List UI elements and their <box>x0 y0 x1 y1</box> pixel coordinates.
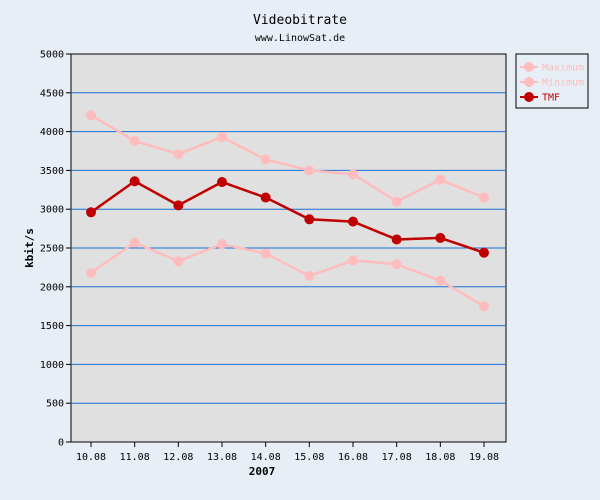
data-point <box>348 216 358 227</box>
legend-marker <box>524 62 534 72</box>
legend-item: Maximum <box>520 62 584 74</box>
y-axis-label: kbit/s <box>23 228 36 268</box>
data-point <box>173 149 184 160</box>
series-line <box>90 179 485 254</box>
data-point <box>260 154 271 165</box>
legend-marker <box>524 77 534 87</box>
x-tick-label: 10.08 <box>76 452 106 463</box>
y-tick-label: 1500 <box>40 321 64 332</box>
x-axis-label: 2007 <box>249 465 276 478</box>
y-tick-label: 2500 <box>40 244 64 255</box>
data-point <box>479 192 489 203</box>
series-minimum <box>86 237 489 312</box>
data-point <box>217 239 227 250</box>
legend: Maximum Minimum TMF <box>520 62 584 104</box>
data-point <box>129 135 140 146</box>
series-maximum <box>86 110 489 207</box>
x-tick-label: 18.08 <box>425 452 455 463</box>
series-line <box>90 241 485 308</box>
legend-label: Minimum <box>542 78 584 89</box>
data-point <box>391 234 402 245</box>
data-point <box>304 214 315 225</box>
y-tick-label: 3000 <box>40 205 64 216</box>
data-point <box>173 200 184 211</box>
x-tick-label: 17.08 <box>382 452 412 463</box>
data-point <box>173 256 184 267</box>
x-tick-label: 16.08 <box>338 452 368 463</box>
y-tick-label: 4000 <box>40 127 64 138</box>
data-point <box>86 110 96 121</box>
data-point <box>435 232 446 243</box>
legend-item: Minimum <box>520 77 584 89</box>
data-point <box>304 165 315 176</box>
legend-label: TMF <box>542 93 560 104</box>
data-point <box>129 237 140 248</box>
series-lines <box>86 110 489 312</box>
y-tick-label: 0 <box>58 438 64 449</box>
data-point <box>304 270 315 281</box>
data-point <box>217 177 227 188</box>
data-point <box>391 196 402 207</box>
data-point <box>86 267 96 278</box>
data-point <box>348 255 358 266</box>
legend-label: Maximum <box>542 63 584 74</box>
data-point <box>129 176 140 187</box>
y-tick-label: 1000 <box>40 360 64 371</box>
data-point <box>86 207 96 218</box>
x-tick-label: 11.08 <box>120 452 150 463</box>
y-tick-label: 4500 <box>40 88 64 99</box>
data-point <box>479 247 489 258</box>
legend-marker <box>524 92 534 102</box>
y-axis-ticks: 0 500 1000 1500 2000 2500 3000 3500 4000 4500 5000 <box>40 50 71 449</box>
x-tick-label: 19.08 <box>469 452 499 463</box>
y-tick-label: 3500 <box>40 166 64 177</box>
x-tick-label: 13.08 <box>207 452 237 463</box>
x-tick-label: 14.08 <box>251 452 281 463</box>
y-tick-label: 5000 <box>40 50 64 61</box>
x-tick-label: 15.08 <box>294 452 324 463</box>
y-tick-label: 500 <box>46 399 64 410</box>
data-point <box>391 259 402 270</box>
chart-subtitle: www.LinowSat.de <box>255 33 345 44</box>
x-tick-label: 12.08 <box>163 452 193 463</box>
data-point <box>260 248 271 259</box>
data-point <box>260 192 271 203</box>
x-axis-ticks: 10.08 11.08 12.08 13.08 14.08 15.08 16.08 17.08… <box>76 442 499 463</box>
data-point <box>348 169 358 180</box>
data-point <box>435 174 446 185</box>
legend-item: TMF <box>520 92 560 104</box>
data-point <box>435 275 446 286</box>
y-tick-label: 2000 <box>40 282 64 293</box>
series-line <box>90 114 485 203</box>
data-point <box>217 132 227 143</box>
data-point <box>479 301 489 312</box>
series-tmf <box>86 176 489 258</box>
chart-title: Videobitrate <box>253 13 347 28</box>
